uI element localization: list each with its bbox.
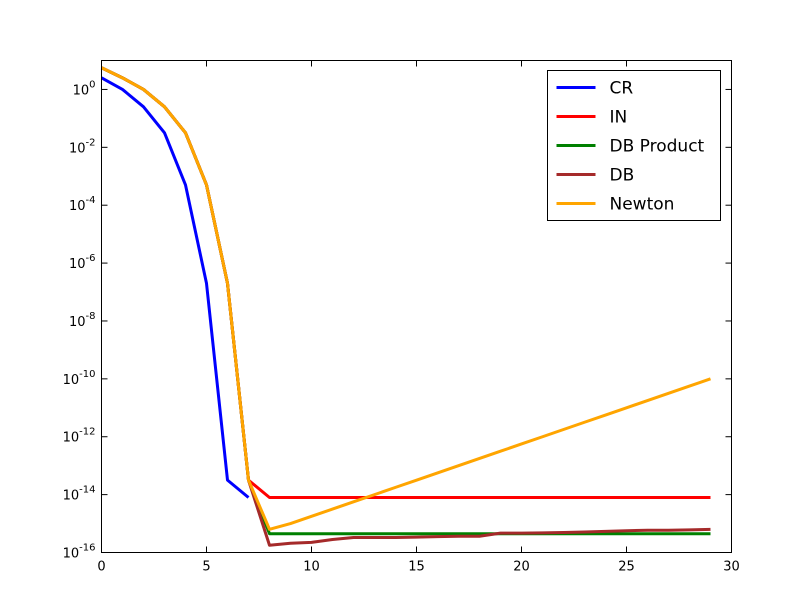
y-tick-label: 10-6: [69, 253, 96, 272]
x-tick-label: 5: [202, 560, 210, 575]
legend-label: DB: [610, 166, 635, 186]
legend-label: CR: [610, 79, 634, 99]
x-tick-label: 25: [618, 560, 635, 575]
tick-layer: 0 5 10 15 20 25 30 10-16 10-14 10-12 10-10 10-8 10-6…: [63, 60, 740, 575]
series-line-cr: [100, 76, 250, 499]
y-tick-label: 10-8: [69, 311, 96, 330]
x-tick-label: 10: [303, 560, 320, 575]
y-tick-label: 10-16: [63, 543, 96, 562]
y-tick-label: 100: [73, 79, 96, 98]
series-line-newton: [100, 66, 711, 531]
x-tick-label: 20: [513, 560, 530, 575]
x-tick-label: 0: [97, 560, 105, 575]
legend-label: IN: [610, 108, 628, 128]
legend: CR IN DB Product DB Newton: [547, 70, 721, 221]
y-tick-label: 10-14: [63, 485, 96, 504]
series-layer: [100, 66, 711, 547]
y-tick-label: 10-4: [69, 195, 96, 214]
legend-label: Newton: [610, 195, 675, 215]
legend-label: DB Product: [610, 137, 705, 157]
y-tick-label: 10-10: [63, 369, 96, 388]
y-tick-label: 10-2: [69, 137, 96, 156]
x-tick-label: 30: [723, 560, 740, 575]
y-tick-label: 10-12: [63, 427, 96, 446]
x-tick-label: 15: [408, 560, 425, 575]
